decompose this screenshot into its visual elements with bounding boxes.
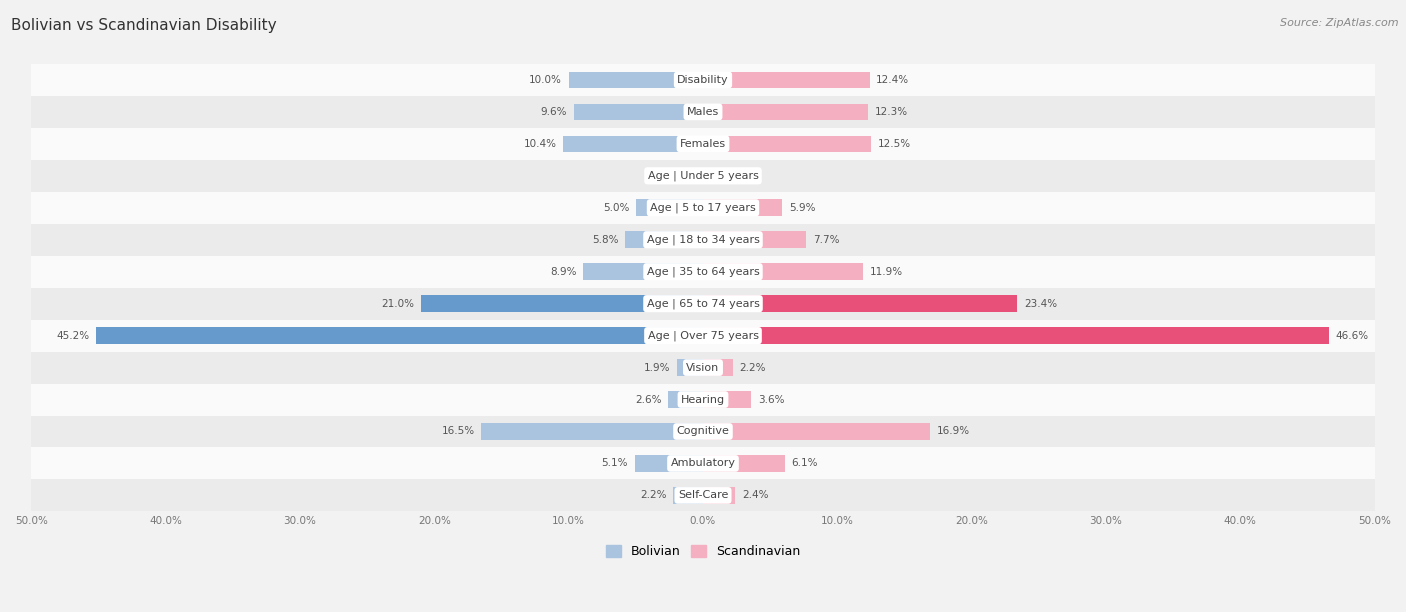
- Text: 5.8%: 5.8%: [592, 235, 619, 245]
- Bar: [31, 128, 1375, 160]
- Bar: [703, 263, 863, 280]
- Text: Age | 35 to 64 years: Age | 35 to 64 years: [647, 266, 759, 277]
- Text: 12.5%: 12.5%: [877, 139, 911, 149]
- Text: 10.0%: 10.0%: [529, 75, 562, 85]
- Text: 2.4%: 2.4%: [742, 490, 769, 501]
- Bar: [703, 327, 1329, 344]
- Bar: [568, 72, 703, 88]
- Bar: [574, 103, 703, 120]
- Bar: [636, 200, 703, 216]
- Text: 7.7%: 7.7%: [813, 235, 839, 245]
- Bar: [703, 455, 785, 472]
- Bar: [96, 327, 703, 344]
- Text: 8.9%: 8.9%: [550, 267, 576, 277]
- Text: Age | 18 to 34 years: Age | 18 to 34 years: [647, 234, 759, 245]
- Bar: [673, 487, 703, 504]
- Bar: [668, 391, 703, 408]
- Bar: [703, 103, 868, 120]
- Text: 16.5%: 16.5%: [441, 427, 475, 436]
- Text: 6.1%: 6.1%: [792, 458, 818, 468]
- Text: 5.9%: 5.9%: [789, 203, 815, 213]
- Bar: [703, 391, 751, 408]
- Text: 1.5%: 1.5%: [730, 171, 756, 181]
- Text: 12.4%: 12.4%: [876, 75, 910, 85]
- Text: 5.1%: 5.1%: [602, 458, 628, 468]
- Bar: [31, 256, 1375, 288]
- Text: 9.6%: 9.6%: [541, 107, 568, 117]
- Text: 45.2%: 45.2%: [56, 330, 89, 341]
- Bar: [31, 192, 1375, 224]
- Bar: [31, 64, 1375, 96]
- Bar: [626, 231, 703, 248]
- Text: 2.2%: 2.2%: [640, 490, 666, 501]
- Text: Disability: Disability: [678, 75, 728, 85]
- Bar: [703, 135, 870, 152]
- Bar: [703, 359, 733, 376]
- Bar: [703, 200, 782, 216]
- Text: Source: ZipAtlas.com: Source: ZipAtlas.com: [1281, 18, 1399, 28]
- Text: 16.9%: 16.9%: [936, 427, 970, 436]
- Bar: [583, 263, 703, 280]
- Bar: [31, 416, 1375, 447]
- Text: Vision: Vision: [686, 362, 720, 373]
- Bar: [703, 72, 869, 88]
- Bar: [31, 288, 1375, 319]
- Text: 46.6%: 46.6%: [1336, 330, 1368, 341]
- Bar: [31, 479, 1375, 512]
- Text: 12.3%: 12.3%: [875, 107, 908, 117]
- Bar: [420, 296, 703, 312]
- Bar: [31, 351, 1375, 384]
- Bar: [31, 447, 1375, 479]
- Bar: [634, 455, 703, 472]
- Bar: [703, 168, 723, 184]
- Text: 1.9%: 1.9%: [644, 362, 671, 373]
- Bar: [481, 423, 703, 440]
- Bar: [31, 96, 1375, 128]
- Bar: [678, 359, 703, 376]
- Text: 23.4%: 23.4%: [1024, 299, 1057, 308]
- Bar: [703, 296, 1018, 312]
- Text: Cognitive: Cognitive: [676, 427, 730, 436]
- Bar: [31, 224, 1375, 256]
- Bar: [564, 135, 703, 152]
- Text: Hearing: Hearing: [681, 395, 725, 405]
- Bar: [31, 384, 1375, 416]
- Text: Age | 5 to 17 years: Age | 5 to 17 years: [650, 203, 756, 213]
- Bar: [31, 319, 1375, 351]
- Bar: [703, 231, 807, 248]
- Text: Self-Care: Self-Care: [678, 490, 728, 501]
- Legend: Bolivian, Scandinavian: Bolivian, Scandinavian: [600, 540, 806, 563]
- Text: 3.6%: 3.6%: [758, 395, 785, 405]
- Text: 11.9%: 11.9%: [869, 267, 903, 277]
- Bar: [703, 423, 929, 440]
- Text: 2.6%: 2.6%: [636, 395, 661, 405]
- Text: 21.0%: 21.0%: [381, 299, 415, 308]
- Text: Ambulatory: Ambulatory: [671, 458, 735, 468]
- Bar: [703, 487, 735, 504]
- Text: Males: Males: [688, 107, 718, 117]
- Text: Females: Females: [681, 139, 725, 149]
- Text: Bolivian vs Scandinavian Disability: Bolivian vs Scandinavian Disability: [11, 18, 277, 34]
- Text: 2.2%: 2.2%: [740, 362, 766, 373]
- Text: Age | Under 5 years: Age | Under 5 years: [648, 171, 758, 181]
- Text: Age | Over 75 years: Age | Over 75 years: [648, 330, 758, 341]
- Bar: [689, 168, 703, 184]
- Text: 1.0%: 1.0%: [657, 171, 683, 181]
- Text: 10.4%: 10.4%: [523, 139, 557, 149]
- Text: Age | 65 to 74 years: Age | 65 to 74 years: [647, 299, 759, 309]
- Text: 5.0%: 5.0%: [603, 203, 628, 213]
- Bar: [31, 160, 1375, 192]
